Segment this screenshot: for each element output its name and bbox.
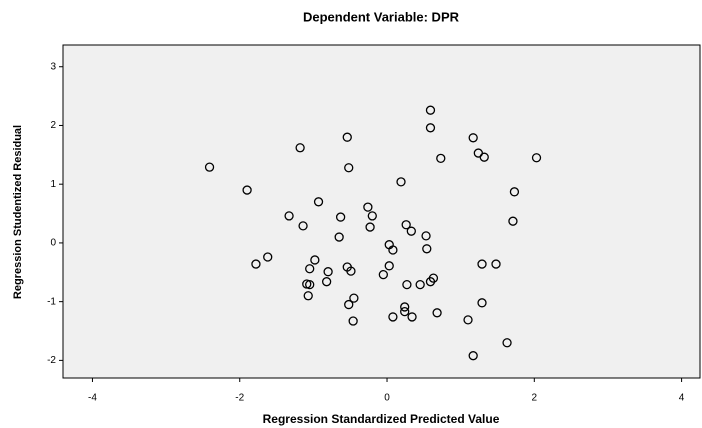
chart: Dependent Variable: DPR Regression Stand… xyxy=(0,0,702,428)
y-tick-label: 2 xyxy=(50,120,56,131)
chart-title: Dependent Variable: DPR xyxy=(303,9,460,24)
x-tick-label: -4 xyxy=(88,393,97,404)
x-tick-label: 0 xyxy=(384,393,390,404)
y-tick-label: 3 xyxy=(50,61,56,72)
x-tick-label: -2 xyxy=(235,393,244,404)
y-tick-label: 0 xyxy=(50,238,56,249)
y-tick-label: -2 xyxy=(47,355,56,366)
x-axis-title: Regression Standardized Predicted Value xyxy=(263,412,500,426)
y-tick-label: -1 xyxy=(47,296,56,307)
y-axis-title: Regression Studentized Residual xyxy=(12,125,24,299)
y-tick-label: 1 xyxy=(50,179,56,190)
x-tick-label: 4 xyxy=(679,393,685,404)
x-tick-label: 2 xyxy=(532,393,538,404)
plot-area xyxy=(63,45,700,378)
